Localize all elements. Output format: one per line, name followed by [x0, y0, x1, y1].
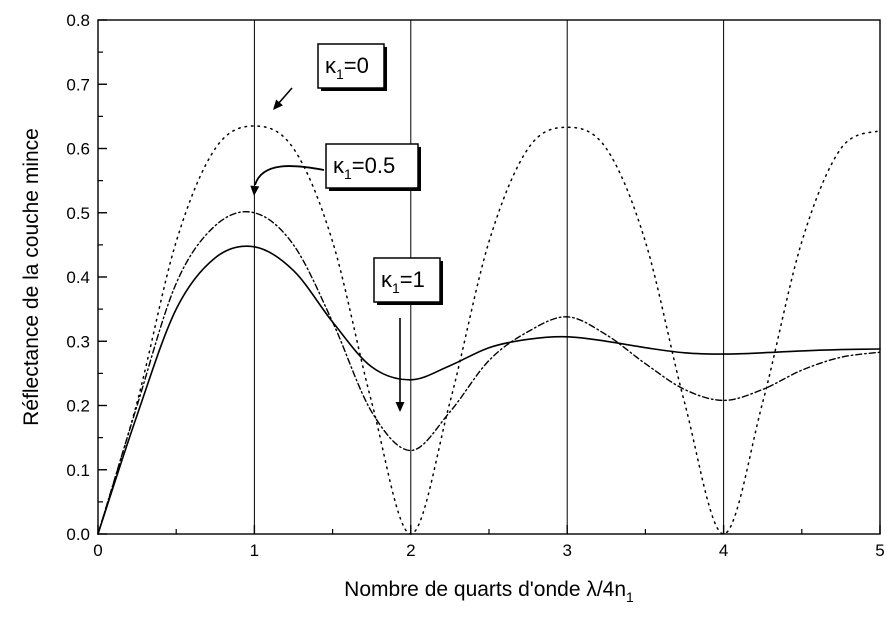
- series-group: [97, 125, 881, 535]
- x-tick-label: 5: [875, 541, 884, 560]
- annotation-kappa-0: κ1=0: [317, 43, 387, 91]
- annotation-label: κ1=0.5: [333, 153, 395, 182]
- arrow-head: [273, 99, 283, 110]
- annotation-label: κ1=0: [325, 53, 369, 82]
- y-tick-label: 0.0: [66, 525, 90, 544]
- annotations: κ1=0 κ1=0.5 κ1=1: [250, 43, 443, 412]
- y-tick-label: 0.1: [66, 461, 90, 480]
- arrow-head: [395, 402, 405, 412]
- series-kappa-0-5-line: [97, 211, 881, 535]
- x-axis-title: Nombre de quarts d'onde λ/4n1: [344, 578, 634, 605]
- axis-ticks: 0 1 2 3 4 5 0.0 0.1 0.2 0.3 0.4 0.5 0.6 0.7 0.8: [66, 11, 884, 560]
- arrow-kappa-0: [277, 87, 293, 105]
- y-tick-label: 0.2: [66, 397, 90, 416]
- annotation-kappa-1: κ1=1: [373, 257, 443, 305]
- grid-lines: [253, 20, 725, 534]
- x-tick-label: 4: [719, 541, 728, 560]
- annotation-box: [317, 43, 385, 89]
- plot-area: [97, 19, 881, 535]
- arrow-kappa-0-5: [254, 165, 325, 186]
- annotation-box: [373, 257, 441, 303]
- y-tick-label: 0.3: [66, 332, 90, 351]
- x-axis-title-subscript: 1: [626, 589, 634, 605]
- y-tick-label: 0.8: [66, 11, 90, 30]
- annotation-box: [325, 143, 419, 189]
- y-tick-label: 0.5: [66, 204, 90, 223]
- y-tick-label: 0.4: [66, 268, 90, 287]
- x-tick-label: 2: [406, 541, 415, 560]
- y-tick-label: 0.7: [66, 75, 90, 94]
- arrow-head: [250, 185, 260, 196]
- y-axis-title: Réflectance de la couche mince: [20, 128, 43, 426]
- x-tick-label: 3: [562, 541, 571, 560]
- series-kappa-1-line: [97, 245, 881, 535]
- x-tick-label: 0: [93, 541, 102, 560]
- annotation-label: κ1=1: [381, 267, 425, 296]
- x-tick-label: 1: [250, 541, 259, 560]
- y-tick-label: 0.6: [66, 140, 90, 159]
- annotation-kappa-0-5: κ1=0.5: [325, 143, 421, 191]
